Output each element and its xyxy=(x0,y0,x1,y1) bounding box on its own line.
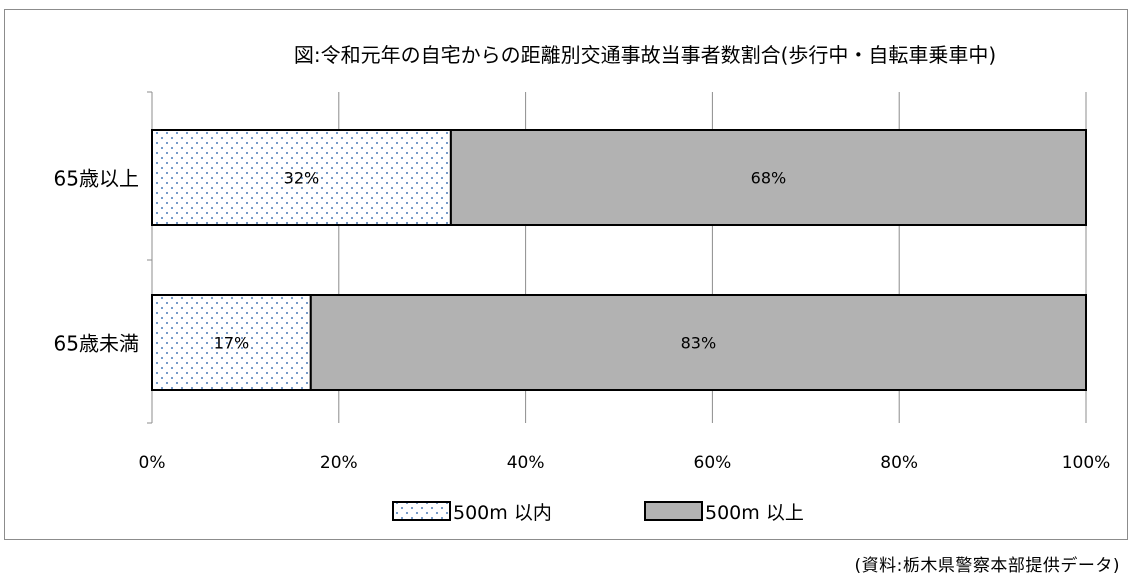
chart-canvas: 32% 68% 17% 83% 図:令和元年の自宅からの距離別交通事故当事者数割合(歩… xyxy=(54,43,1111,524)
x-tick-label: 0% xyxy=(139,453,166,473)
chart-frame: 32% 68% 17% 83% 図:令和元年の自宅からの距離別交通事故当事者数割合(歩… xyxy=(4,9,1128,540)
data-label: 32% xyxy=(284,169,320,188)
bar-segment xyxy=(309,294,1087,391)
category-label: 65歳以上 xyxy=(54,167,139,191)
bar-segment xyxy=(151,294,312,391)
legend-swatch xyxy=(392,501,451,521)
data-label: 17% xyxy=(214,334,250,353)
chart-title: 図:令和元年の自宅からの距離別交通事故当事者数割合(歩行中・自転車乗車中) xyxy=(294,43,996,67)
x-tick-label: 60% xyxy=(694,453,732,473)
x-tick-label: 80% xyxy=(880,453,918,473)
legend-label: 500m 以上 xyxy=(705,502,804,524)
category-label: 65歳未満 xyxy=(54,332,139,356)
x-tick-label: 20% xyxy=(320,453,358,473)
x-tick-label: 100% xyxy=(1062,453,1111,473)
source-note: (資料:栃木県警察本部提供データ) xyxy=(854,556,1120,576)
data-label: 83% xyxy=(681,334,717,353)
legend-label: 500m 以内 xyxy=(453,502,552,524)
legend-swatch xyxy=(644,501,703,521)
data-label: 68% xyxy=(751,169,787,188)
bar-segment xyxy=(449,129,1087,226)
x-tick-label: 40% xyxy=(507,453,545,473)
